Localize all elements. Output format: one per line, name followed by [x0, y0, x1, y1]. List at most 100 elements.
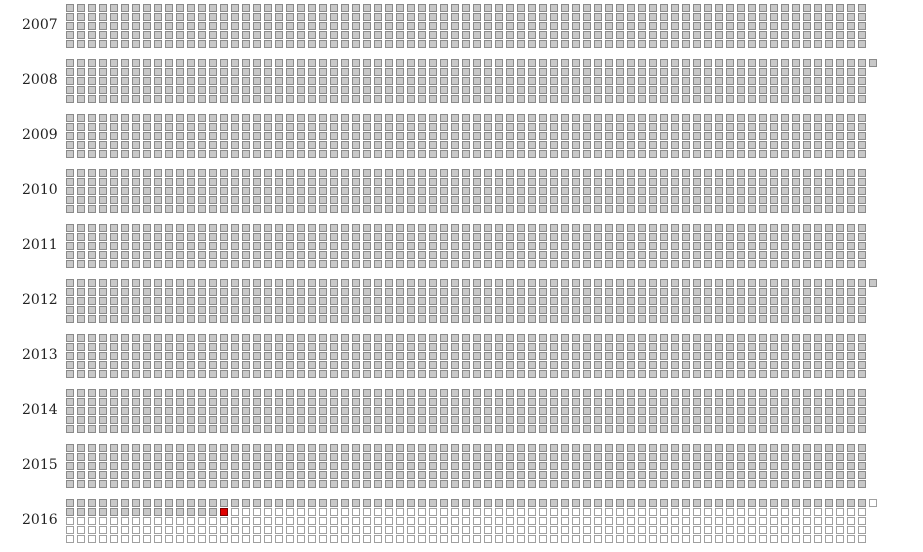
day-cell	[858, 132, 866, 140]
day-cell	[616, 288, 624, 296]
day-cell	[220, 4, 228, 12]
day-cell	[451, 398, 459, 406]
day-cell	[363, 453, 371, 461]
day-cell	[198, 233, 206, 241]
day-cell	[473, 40, 481, 48]
day-cell	[572, 224, 580, 232]
day-cell	[693, 169, 701, 177]
day-cell	[517, 416, 525, 424]
year-label: 2009	[22, 127, 58, 143]
day-cell	[121, 178, 129, 186]
day-cell	[330, 297, 338, 305]
day-cell	[627, 343, 635, 351]
day-cell	[374, 425, 382, 433]
day-cell	[308, 242, 316, 250]
day-cell	[253, 242, 261, 250]
day-cell	[616, 471, 624, 479]
day-cell	[418, 352, 426, 360]
day-cell	[770, 4, 778, 12]
day-cell	[88, 132, 96, 140]
day-cell	[792, 526, 800, 534]
day-cell	[836, 508, 844, 516]
day-cell	[616, 499, 624, 507]
day-cell	[154, 343, 162, 351]
day-cell	[594, 242, 602, 250]
day-cell	[539, 370, 547, 378]
day-cell	[374, 169, 382, 177]
day-cell	[671, 334, 679, 342]
day-cell	[572, 150, 580, 158]
day-cell	[253, 31, 261, 39]
day-cell	[143, 334, 151, 342]
day-cell	[297, 22, 305, 30]
day-cell	[715, 471, 723, 479]
day-cell	[352, 416, 360, 424]
day-cell	[814, 398, 822, 406]
day-cell	[297, 205, 305, 213]
year-label: 2008	[22, 72, 58, 88]
day-cell	[539, 499, 547, 507]
day-cell	[66, 453, 74, 461]
day-cell	[528, 40, 536, 48]
day-cell	[693, 40, 701, 48]
day-cell	[209, 453, 217, 461]
day-cell	[308, 31, 316, 39]
day-cell	[847, 205, 855, 213]
day-cell	[704, 132, 712, 140]
day-cell	[737, 306, 745, 314]
day-cell	[825, 13, 833, 21]
day-cell	[407, 517, 415, 525]
day-cell	[759, 407, 767, 415]
day-cell	[275, 370, 283, 378]
day-cell	[594, 251, 602, 259]
day-cell	[77, 526, 85, 534]
day-cell	[176, 95, 184, 103]
year-label: 2010	[22, 182, 58, 198]
day-cell	[759, 361, 767, 369]
day-cell	[814, 535, 822, 543]
day-cell	[77, 4, 85, 12]
day-cell	[66, 471, 74, 479]
day-cell	[561, 398, 569, 406]
day-cell	[704, 150, 712, 158]
day-cell	[671, 526, 679, 534]
day-cell	[66, 315, 74, 323]
day-cell	[407, 343, 415, 351]
day-cell	[363, 315, 371, 323]
day-cell	[550, 260, 558, 268]
day-cell	[154, 141, 162, 149]
day-cell	[121, 196, 129, 204]
day-cell	[154, 480, 162, 488]
day-cell	[209, 233, 217, 241]
day-cell	[176, 425, 184, 433]
day-cell	[583, 260, 591, 268]
day-cell	[297, 471, 305, 479]
day-cell	[154, 306, 162, 314]
day-cell	[550, 77, 558, 85]
day-cell	[506, 77, 514, 85]
day-cell	[99, 22, 107, 30]
day-cell	[242, 68, 250, 76]
day-cell	[154, 462, 162, 470]
day-cell	[143, 398, 151, 406]
day-cell	[539, 40, 547, 48]
day-cell	[528, 169, 536, 177]
day-cell	[528, 370, 536, 378]
day-cell	[836, 416, 844, 424]
day-cell	[539, 444, 547, 452]
day-cell	[88, 40, 96, 48]
day-cell	[330, 242, 338, 250]
day-cell	[198, 480, 206, 488]
day-cell	[220, 370, 228, 378]
day-cell	[286, 233, 294, 241]
day-cell	[473, 517, 481, 525]
day-cell	[649, 77, 657, 85]
day-cell	[198, 205, 206, 213]
day-cell	[770, 315, 778, 323]
day-cell	[286, 517, 294, 525]
day-cell	[363, 343, 371, 351]
day-cell	[385, 444, 393, 452]
day-cell	[363, 22, 371, 30]
day-cell	[737, 86, 745, 94]
day-cell	[715, 31, 723, 39]
